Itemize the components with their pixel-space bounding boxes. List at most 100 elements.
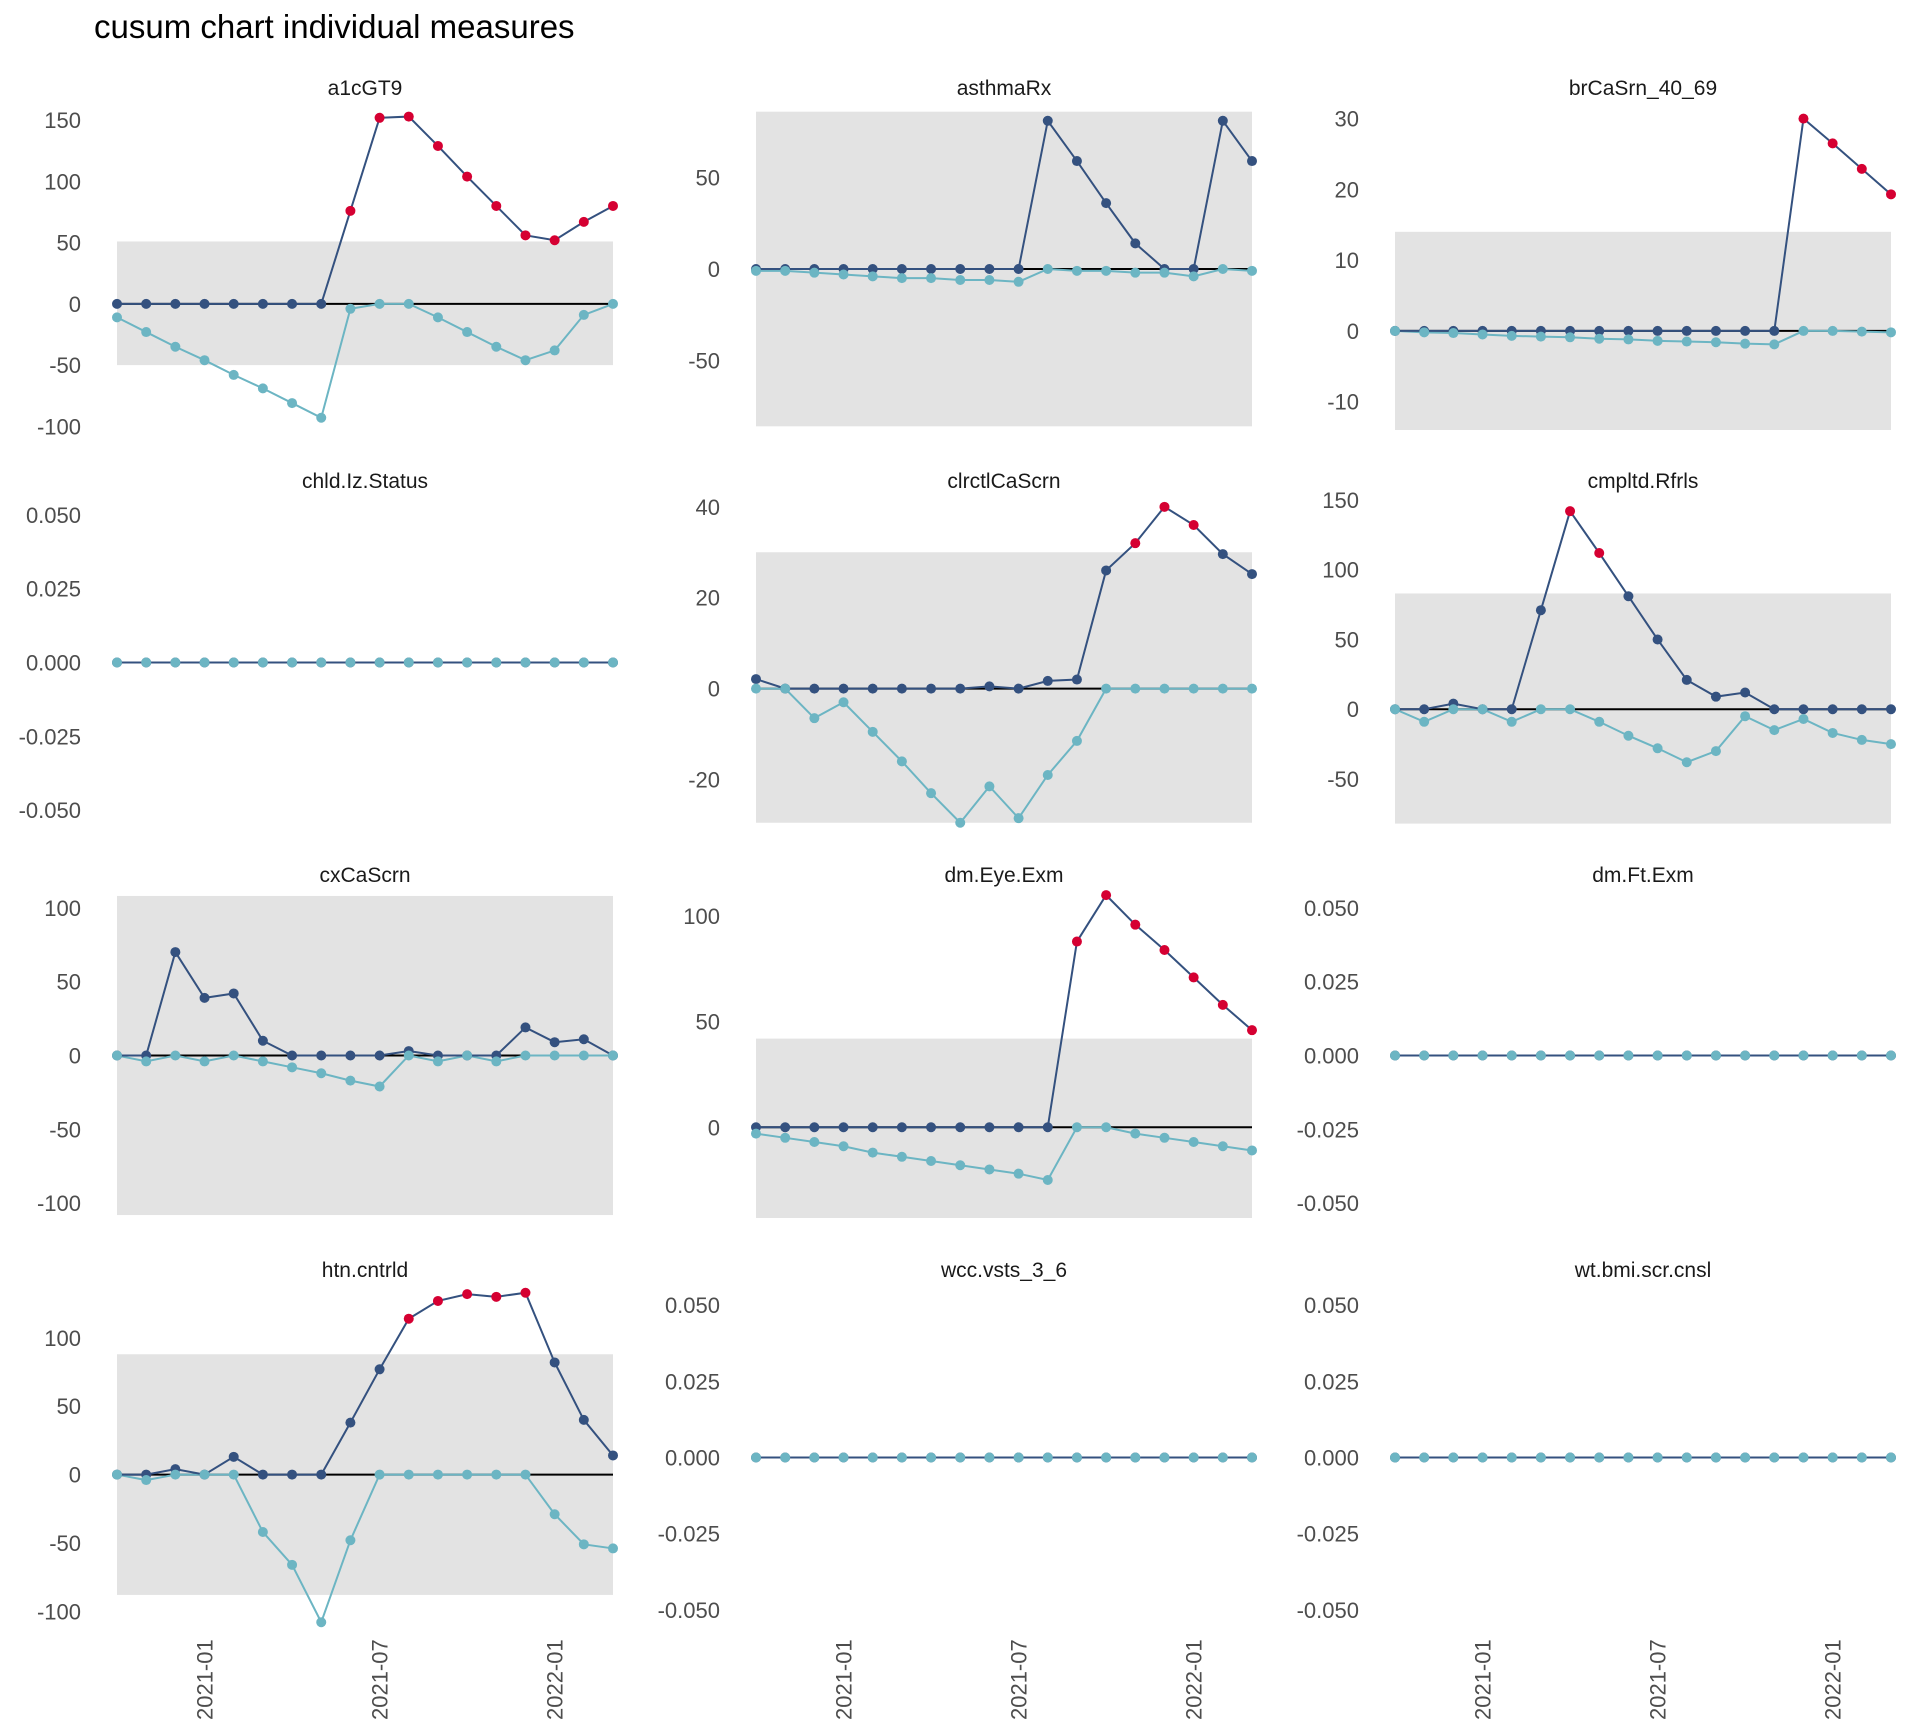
lower-cusum-point [1594, 333, 1605, 344]
lower-cusum-point [1856, 326, 1867, 337]
lower-cusum-point [1159, 267, 1170, 278]
y-tick-label: 0.050 [26, 503, 81, 528]
y-tick-label: -50 [1327, 767, 1359, 792]
lower-cusum-point [1769, 1050, 1780, 1061]
upper-cusum-signal-point [1565, 506, 1576, 517]
lower-cusum-point [896, 1151, 907, 1162]
lower-cusum-point [549, 345, 560, 356]
upper-cusum-point [228, 988, 239, 999]
lower-cusum-point [955, 817, 966, 828]
lower-cusum-point [867, 726, 878, 737]
lower-cusum-point [1159, 683, 1170, 694]
lower-cusum-point [1217, 1141, 1228, 1152]
lower-cusum-point [955, 1160, 966, 1171]
x-tick-label: 2021-07 [1007, 1639, 1032, 1720]
panel-dm-eye-exm: dm.Eye.Exm 0 50 100 [683, 864, 1257, 1218]
upper-cusum-point [1071, 674, 1082, 685]
upper-cusum-point [1419, 704, 1430, 715]
lower-cusum-point [1827, 1050, 1838, 1061]
upper-cusum-point [867, 683, 878, 694]
x-tick-label: 2022-01 [1182, 1639, 1207, 1720]
panel-wt-bmi-scr-cnsl: wt.bmi.scr.cnsl -0.050 -0.025 0.000 0.025 0.0… [1297, 1259, 1896, 1720]
lower-cusum-point [578, 309, 589, 320]
upper-cusum-signal-point [1130, 538, 1141, 549]
lower-cusum-point [1594, 716, 1605, 727]
lower-cusum-point [520, 657, 531, 668]
lower-cusum-point [1769, 1452, 1780, 1463]
lower-cusum-point [170, 1469, 181, 1480]
lower-cusum-point [1652, 1050, 1663, 1061]
upper-cusum-signal-point [1130, 919, 1141, 930]
upper-cusum-point [1681, 325, 1692, 336]
lower-cusum-point [1886, 1050, 1896, 1061]
upper-cusum-point [345, 1050, 356, 1061]
upper-cusum-signal-point [403, 1313, 414, 1324]
y-tick-label: -0.025 [1297, 1117, 1359, 1142]
lower-cusum-point [345, 303, 356, 314]
panel-title: clrctlCaScrn [947, 470, 1060, 493]
lower-cusum-point [1013, 1168, 1024, 1179]
lower-cusum-point [228, 369, 239, 380]
lower-cusum-point [1247, 265, 1257, 276]
panel-title: brCaSrn_40_69 [1569, 77, 1717, 100]
y-tick-label: 0.025 [1304, 970, 1359, 995]
lower-cusum-point [199, 1469, 210, 1480]
lower-cusum-point [1390, 1050, 1400, 1061]
y-tick-label: 0.050 [1304, 896, 1359, 921]
panel-title: chld.Iz.Status [302, 470, 428, 493]
upper-cusum-point [345, 1417, 356, 1428]
lower-cusum-point [1390, 325, 1400, 336]
lower-cusum-point [228, 1050, 239, 1061]
lower-cusum-point [780, 265, 791, 276]
lower-cusum-point [345, 1535, 356, 1546]
upper-cusum-point [1652, 634, 1663, 645]
lower-cusum-point [462, 327, 473, 338]
lower-cusum-point [1565, 1452, 1576, 1463]
upper-cusum-point [955, 1122, 966, 1133]
y-tick-label: -0.050 [1297, 1191, 1359, 1216]
lower-cusum-point [141, 1056, 152, 1067]
figure-title: cusum chart individual measures [94, 8, 575, 45]
lower-cusum-point [984, 1164, 995, 1175]
lower-cusum-point [1652, 335, 1663, 346]
upper-cusum-signal-point [432, 1295, 443, 1306]
upper-cusum-signal-point [491, 200, 502, 211]
lower-cusum-point [1827, 727, 1838, 738]
y-tick-label: 20 [696, 586, 720, 611]
lower-cusum-point [287, 1559, 298, 1570]
upper-cusum-point [1013, 1122, 1024, 1133]
y-tick-label: -100 [37, 1191, 81, 1216]
upper-cusum-signal-point [549, 235, 560, 246]
y-tick-label: 100 [683, 904, 720, 929]
lower-cusum-point [751, 265, 761, 276]
upper-cusum-point [316, 1469, 327, 1480]
upper-cusum-point [1710, 325, 1721, 336]
upper-cusum-point [1710, 691, 1721, 702]
lower-cusum-point [1886, 1452, 1896, 1463]
upper-cusum-point [1071, 156, 1082, 167]
upper-cusum-point [984, 264, 995, 274]
lower-cusum-point [170, 657, 181, 668]
upper-cusum-point [1247, 156, 1257, 167]
lower-cusum-point [1477, 1452, 1488, 1463]
lower-cusum-point [809, 713, 820, 724]
y-tick-label: 150 [44, 108, 81, 133]
y-tick-label: 0 [1347, 319, 1359, 344]
lower-cusum-point [578, 1539, 589, 1550]
lower-cusum-point [1535, 1452, 1546, 1463]
lower-cusum-point [1827, 1452, 1838, 1463]
lower-cusum-point [1535, 1050, 1546, 1061]
lower-cusum-point [374, 298, 385, 309]
y-tick-label: 100 [44, 169, 81, 194]
lower-cusum-point [1681, 757, 1692, 768]
lower-cusum-point [1710, 746, 1721, 757]
upper-cusum-point [1013, 683, 1024, 694]
lower-cusum-point [1159, 1452, 1170, 1463]
y-tick-label: 0.000 [26, 651, 81, 676]
lower-cusum-point [867, 1452, 878, 1463]
lower-cusum-point [1390, 704, 1400, 715]
upper-cusum-point [1506, 704, 1517, 715]
y-tick-label: -50 [49, 353, 81, 378]
lower-cusum-point [1623, 1050, 1634, 1061]
lower-cusum-point [1798, 713, 1809, 724]
